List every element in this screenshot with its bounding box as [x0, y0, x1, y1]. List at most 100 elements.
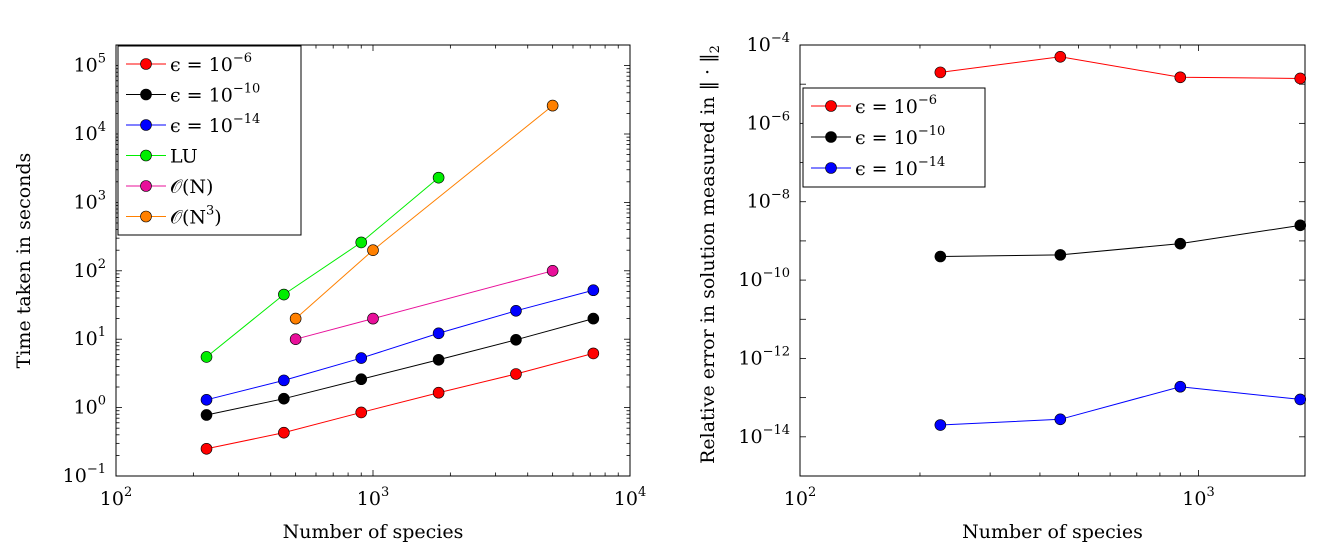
y-tick-label: 10−10: [738, 266, 790, 291]
y-tick-label: 102: [74, 257, 106, 282]
series-line: [206, 177, 439, 358]
plot-frame: [799, 44, 1306, 477]
legend: ϵ = 10−6 ϵ = 10−10 ϵ = 10−14 LU 𝒪(N) 𝒪(N3): [117, 45, 302, 236]
data-point: [587, 284, 600, 297]
x-tick-label: 102: [784, 485, 816, 510]
legend-swatch-marker: [140, 149, 152, 162]
legend-entry: LU: [170, 146, 198, 168]
y-tick-label: 10−1: [63, 462, 106, 487]
y-tick-label: 10−14: [738, 423, 790, 448]
series-2: [200, 284, 600, 406]
data-point: [278, 288, 290, 301]
chart-time-taken: 102 103 104 10−1 100 101 102 103 104 105 Number of…: [13, 44, 646, 543]
x-axis-title: Number of species: [962, 521, 1143, 543]
series-0: [200, 347, 600, 455]
legend-entry: 𝒪(N3): [170, 204, 222, 229]
data-point: [1294, 393, 1307, 406]
data-point: [432, 386, 445, 399]
data-point: [200, 409, 213, 421]
data-point: [1294, 219, 1307, 232]
data-point: [1294, 72, 1307, 85]
data-point: [546, 99, 559, 112]
chart-relative-error: 102 103 10−4 10−6 10−8 10−10 10−12 10−14 Number …: [697, 31, 1307, 543]
y-tick-label: 10−6: [747, 109, 790, 134]
series-2: [934, 380, 1307, 431]
data-point: [1054, 249, 1067, 261]
legend-entry: ϵ = 10−10: [170, 82, 260, 107]
x-tick-label: 103: [1182, 485, 1214, 510]
y-tick-label: 10−4: [747, 31, 790, 56]
data-point: [510, 368, 522, 380]
data-point: [432, 171, 445, 184]
legend-swatch-marker: [825, 162, 837, 174]
x-axis-title: Number of species: [283, 521, 464, 543]
data-point: [1054, 413, 1067, 426]
y-tick-label: 100: [74, 394, 106, 419]
y-tick-label: 105: [74, 52, 106, 77]
legend-swatch-marker: [140, 180, 152, 192]
legend-swatch-marker: [825, 131, 837, 143]
data-point: [934, 66, 947, 79]
data-point: [355, 406, 368, 419]
data-point: [587, 347, 600, 360]
data-point: [587, 312, 600, 325]
series-line: [940, 386, 1301, 426]
x-axis: 102 103 104: [100, 45, 646, 510]
data-point: [200, 351, 213, 363]
data-point: [289, 312, 302, 325]
data-point: [1174, 237, 1187, 250]
x-tick-label: 104: [614, 485, 646, 510]
series-4: [289, 264, 559, 345]
data-point: [367, 244, 379, 257]
data-point: [278, 374, 290, 387]
legend-box: [117, 45, 302, 236]
data-point: [289, 333, 302, 345]
legend-entry: ϵ = 10−10: [855, 124, 945, 149]
legend-entry: ϵ = 10−14: [170, 112, 260, 137]
data-point: [510, 305, 522, 317]
data-point: [355, 236, 368, 249]
data-point: [934, 419, 947, 431]
legend-swatch-marker: [825, 100, 837, 112]
data-point: [1054, 50, 1067, 63]
series-line: [206, 352, 594, 450]
data-point: [934, 250, 947, 263]
series-3: [200, 171, 445, 363]
series-line: [295, 105, 553, 319]
legend-swatch-marker: [140, 119, 152, 131]
series-0: [934, 50, 1307, 85]
data-point: [367, 312, 379, 325]
legend-swatch-marker: [140, 88, 152, 101]
legend-swatch-marker: [140, 58, 152, 70]
data-point: [432, 327, 445, 340]
legend: ϵ = 10−6 ϵ = 10−10 ϵ = 10−14: [802, 87, 986, 188]
data-point: [1174, 380, 1187, 393]
y-tick-label: 101: [74, 325, 106, 350]
legend-entry: ϵ = 10−6: [855, 93, 937, 118]
y-tick-label: 104: [74, 120, 106, 145]
y-tick-label: 10−8: [747, 188, 790, 213]
y-tick-label: 103: [74, 188, 106, 213]
x-tick-label: 102: [100, 485, 132, 510]
legend-swatch-marker: [140, 210, 152, 223]
series-line: [206, 318, 594, 416]
series-line: [940, 56, 1301, 79]
y-tick-label: 10−12: [738, 344, 790, 369]
data-point: [546, 264, 559, 277]
x-axis: 102 103: [784, 45, 1215, 510]
legend-entry: ϵ = 10−14: [855, 155, 945, 180]
data-point: [200, 394, 213, 406]
data-point: [278, 392, 290, 405]
data-point: [1174, 71, 1187, 84]
legend-entry: ϵ = 10−6: [170, 51, 252, 76]
legend-entry: 𝒪(N): [170, 176, 213, 198]
series-1: [200, 312, 600, 421]
series-5: [289, 99, 559, 325]
data-point: [510, 333, 522, 346]
series-line: [940, 224, 1301, 257]
data-point: [200, 442, 213, 455]
y-axis-title: Time taken in seconds: [13, 153, 35, 369]
data-point: [355, 352, 368, 364]
data-point: [355, 373, 368, 386]
series-line: [295, 270, 553, 340]
